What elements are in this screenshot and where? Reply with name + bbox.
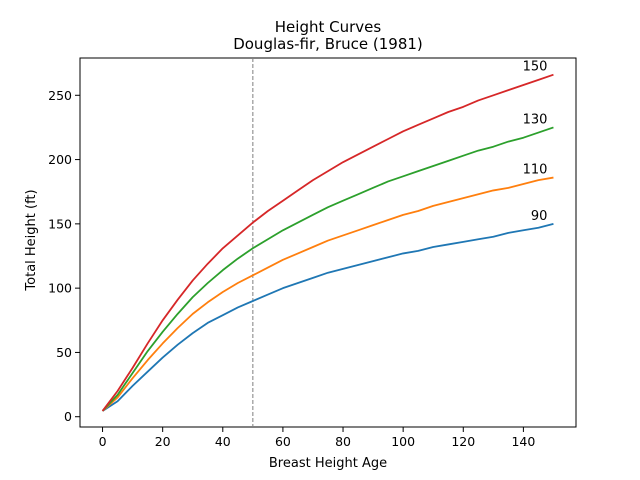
- series-layer: [101, 73, 554, 412]
- series-label-90: 90: [531, 209, 548, 224]
- chart-subtitle: Douglas-fir, Bruce (1981): [233, 35, 423, 53]
- series-line-150: [101, 73, 554, 412]
- series-label-130: 130: [523, 112, 548, 127]
- y-tick-label: 200: [48, 152, 72, 167]
- series-labels: 90 110 130 150: [523, 60, 548, 224]
- series-label-150: 150: [523, 60, 548, 75]
- x-tick-label: 60: [275, 434, 291, 449]
- y-tick-label: 100: [48, 281, 72, 296]
- y-tick-label: 0: [64, 409, 72, 424]
- series-line-130: [101, 126, 554, 412]
- plot-frame: [79, 57, 577, 428]
- x-tick-label: 100: [391, 434, 415, 449]
- x-axis-label: Breast Height Age: [269, 456, 387, 471]
- y-axis: 0 50 100 150 200 250: [48, 88, 80, 424]
- y-tick-label: 250: [48, 88, 72, 103]
- series-line-90: [102, 222, 554, 412]
- plot-area: [79, 57, 577, 428]
- x-tick-label: 140: [511, 434, 535, 449]
- y-tick-label: 50: [56, 345, 72, 360]
- x-tick-label: 40: [215, 434, 231, 449]
- y-axis-label: Total Height (ft): [24, 189, 39, 291]
- x-tick-label: 120: [451, 434, 475, 449]
- y-tick-label: 150: [48, 216, 72, 231]
- series-label-110: 110: [523, 163, 548, 178]
- x-tick-label: 80: [335, 434, 351, 449]
- series-line-110: [101, 176, 554, 412]
- x-tick-label: 20: [155, 434, 171, 449]
- x-tick-label: 0: [99, 434, 107, 449]
- x-axis: 0 20 40 60 80 100 120 140: [99, 427, 535, 449]
- chart-title: Height Curves: [275, 18, 382, 36]
